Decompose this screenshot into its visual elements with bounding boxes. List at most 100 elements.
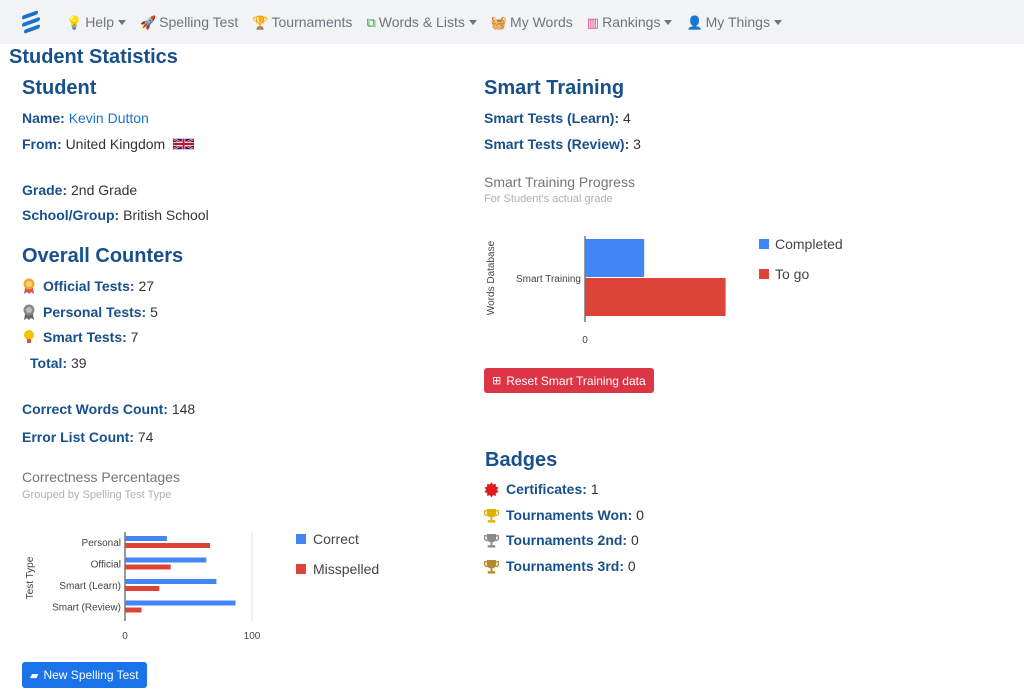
tournaments-second-row: Tournaments 2nd: 0 [484,532,639,548]
reset-smart-training-button[interactable]: ⊞ Reset Smart Training data [484,368,654,393]
error-list-row: Error List Count: 74 [22,429,153,445]
top-navbar: 💡 Help 🚀 Spelling Test 🏆 Tournaments ⧉ Words & … [0,0,1024,44]
cubes-icon: ⧉ [366,14,376,30]
student-school-row: School/Group: British School [22,207,209,223]
smart-review-label: Smart Tests (Review): [484,136,630,152]
caret-down-icon [468,19,477,25]
school-label: School/Group: [22,207,120,223]
from-label: From: [22,136,62,152]
category-label: Smart (Review) [52,603,121,614]
app-logo[interactable] [20,10,42,34]
legend-label: Misspelled [313,561,379,577]
correctness-chart-subtitle: Grouped by Spelling Test Type [22,489,172,501]
total-label: Total: [30,355,68,371]
student-name-row: Name: Kevin Dutton [22,110,149,126]
caret-down-icon [664,19,673,25]
nav-item-my-things[interactable]: 👤 My Things [686,14,782,30]
error-list-value: 74 [137,429,154,445]
certificates-value: 1 [590,481,599,497]
nav-item-rankings[interactable]: ▥ Rankings [587,14,673,30]
correct-words-label: Correct Words Count: [22,401,168,417]
official-tests-row: Official Tests: 27 [22,278,154,294]
tournaments-won-value: 0 [636,507,644,523]
category-label: Personal [82,538,121,549]
bar-to-go [585,278,726,316]
nav-label: My Words [510,14,573,30]
tournaments-won-row: Tournaments Won: 0 [484,507,644,523]
nav-item-words-lists[interactable]: ⧉ Words & Lists [366,14,477,30]
smart-review-value: 3 [633,136,641,152]
x-tick-label: 0 [122,631,128,642]
student-name-link[interactable]: Kevin Dutton [68,110,149,126]
legend-label: Completed [775,236,843,252]
bar-misspelled [125,564,171,570]
bronze-trophy-icon [484,559,499,574]
nav-item-tournaments[interactable]: 🏆 Tournaments [252,14,352,30]
nav-item-my-words[interactable]: 🧺 My Words [491,14,573,30]
caret-down-icon [117,19,126,25]
lightbulb-icon [24,330,34,343]
student-grade-row: Grade: 2nd Grade [22,182,137,198]
smart-learn-value: 4 [623,110,631,126]
tournaments-third-value: 0 [627,558,636,574]
orange-medal-icon [23,278,35,294]
caret-down-icon [773,19,782,25]
correct-words-row: Correct Words Count: 148 [22,401,195,417]
bar-misspelled [125,543,211,548]
student-heading: Student [22,77,97,99]
smart-tests-row: Smart Tests: 7 [22,329,138,345]
badges-heading: Badges [485,449,558,471]
bar-misspelled [125,586,160,591]
tournaments-third-label: Tournaments 3rd: [506,558,624,574]
student-from-row: From: United Kingdom [22,136,195,152]
trophy-icon: 🏆 [252,14,269,30]
legend-swatch [759,239,769,249]
rocket-icon: 🚀 [139,14,157,30]
smart-tests-value: 7 [130,329,139,345]
legend-swatch [759,269,769,279]
x-tick-label: 0 [582,335,588,346]
new-spelling-test-button[interactable]: ▰ New Spelling Test [22,662,147,688]
personal-tests-value: 5 [150,304,158,320]
category-label: Smart (Learn) [59,581,121,592]
grade-label: Grade: [22,182,68,198]
bar-correct [125,536,167,541]
nav-label: Tournaments [271,14,353,30]
total-value: 39 [70,355,87,371]
reset-smart-training-label: Reset Smart Training data [506,373,646,388]
nav-label: Words & Lists [378,14,465,30]
x-tick-label: 100 [244,631,261,642]
lightbulb-icon: 💡 [66,14,83,30]
tournaments-second-label: Tournaments 2nd: [506,532,628,548]
legend-label: Correct [313,531,359,547]
personal-tests-label: Personal Tests: [43,304,147,320]
grade-value: 2nd Grade [71,182,138,198]
bar-chart-icon: ▥ [586,14,600,30]
smart-progress-chart-subtitle: For Student's actual grade [484,193,613,205]
bar-misspelled [125,607,142,613]
y-axis-title: Words Database [486,240,497,315]
from-value: United Kingdom [65,136,166,152]
uk-flag-icon [173,137,195,151]
tournaments-won-label: Tournaments Won: [506,507,633,523]
bar-completed [585,239,645,277]
certificate-seal-icon [484,481,499,497]
page-title: Student Statistics [9,46,178,68]
smart-progress-chart-title: Smart Training Progress [484,174,635,190]
category-label: Official [91,560,121,571]
correctness-chart: Personal Official Smart (Learn) Smart (Revi… [25,531,379,642]
nav-label: Rankings [602,14,661,30]
nav-item-spelling-test[interactable]: 🚀 Spelling Test [140,14,238,30]
tournaments-third-row: Tournaments 3rd: 0 [484,558,636,574]
overall-counters-heading: Overall Counters [22,245,184,267]
nav-item-help[interactable]: 💡 Help [66,14,126,30]
nav-label: Spelling Test [159,14,239,30]
smart-progress-chart: Smart Training 0 Words Database Completed To… [486,236,843,346]
silver-trophy-icon [484,533,499,548]
legend-label: To go [775,266,809,282]
official-tests-value: 27 [138,278,155,294]
gold-trophy-icon [484,508,499,523]
name-label: Name: [22,110,65,126]
correctness-chart-title: Correctness Percentages [22,469,180,485]
category-label: Smart Training [516,274,581,285]
